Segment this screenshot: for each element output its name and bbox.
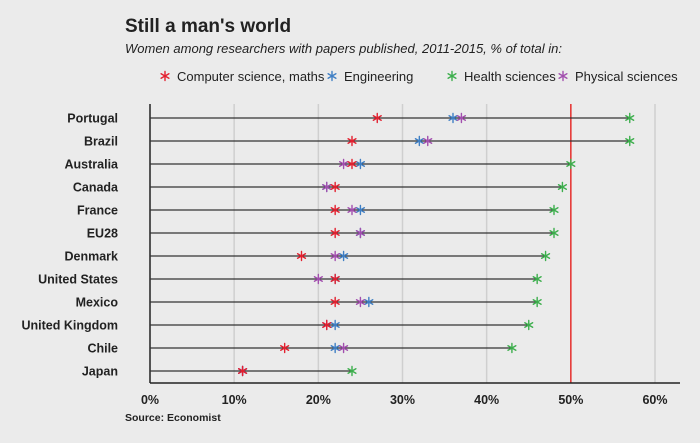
point-computer-science-maths	[322, 319, 332, 331]
country-label: United States	[38, 273, 118, 287]
point-computer-science-maths	[347, 135, 357, 147]
chart-title: Still a man's world	[125, 16, 291, 37]
row-eu28: EU28	[87, 227, 559, 241]
point-physical-sciences	[313, 273, 323, 285]
point-physical-sciences	[347, 204, 357, 216]
point-engineering	[330, 319, 340, 331]
x-tick-label: 30%	[390, 393, 415, 407]
point-physical-sciences	[355, 227, 366, 239]
legend-label: Physical sciences	[575, 69, 678, 84]
legend-marker-computer-science-maths	[160, 70, 170, 82]
point-health-sciences	[625, 135, 635, 147]
row-denmark: Denmark	[65, 250, 551, 264]
point-health-sciences	[532, 273, 542, 285]
point-health-sciences	[347, 365, 357, 377]
legend-label: Computer science, maths	[177, 69, 325, 84]
point-computer-science-maths	[330, 204, 340, 216]
row-united-states: United States	[38, 273, 542, 287]
point-computer-science-maths	[330, 181, 340, 193]
point-health-sciences	[532, 296, 542, 308]
point-engineering	[330, 342, 340, 354]
point-computer-science-maths	[296, 250, 307, 262]
row-chile: Chile	[87, 342, 517, 356]
point-health-sciences	[524, 319, 534, 331]
x-tick-label: 50%	[558, 393, 583, 407]
country-label: Canada	[73, 181, 119, 195]
country-label: United Kingdom	[21, 319, 118, 333]
point-engineering	[355, 204, 366, 216]
point-physical-sciences	[423, 135, 433, 147]
row-united-kingdom: United Kingdom	[21, 319, 534, 333]
country-label: Portugal	[67, 112, 118, 126]
point-computer-science-maths	[330, 296, 340, 308]
point-health-sciences	[566, 158, 576, 170]
row-canada: Canada	[73, 181, 568, 195]
legend-item-computer-science-maths: Computer science, maths	[160, 69, 325, 84]
row-france: France	[77, 204, 559, 218]
x-axis: 0% 10% 20% 30% 40% 50% 60%	[141, 382, 680, 407]
point-physical-sciences	[355, 296, 366, 308]
point-computer-science-maths	[330, 227, 340, 239]
x-tick-label: 0%	[141, 393, 159, 407]
plot-rows: Portugal Brazil Australia Canada France EU28 D…	[21, 112, 635, 379]
country-label: Australia	[65, 158, 120, 172]
legend-item-health-sciences: Health sciences	[447, 69, 556, 84]
legend-item-physical-sciences: Physical sciences	[558, 69, 678, 84]
point-engineering	[414, 135, 424, 147]
point-physical-sciences	[330, 250, 340, 262]
legend-marker-physical-sciences	[558, 70, 568, 82]
legend-label: Health sciences	[464, 69, 556, 84]
x-tick-label: 20%	[306, 393, 331, 407]
point-health-sciences	[549, 204, 559, 216]
x-tick-label: 40%	[474, 393, 499, 407]
x-tick-label: 10%	[222, 393, 247, 407]
row-portugal: Portugal	[67, 112, 635, 126]
row-japan: Japan	[82, 365, 357, 379]
country-label: Chile	[87, 342, 118, 356]
point-physical-sciences	[338, 158, 349, 170]
point-computer-science-maths	[330, 273, 340, 285]
legend-marker-engineering	[327, 70, 337, 82]
country-label: Japan	[82, 365, 118, 379]
point-health-sciences	[625, 112, 635, 124]
point-health-sciences	[557, 181, 568, 193]
country-label: Denmark	[65, 250, 119, 264]
point-physical-sciences	[338, 342, 349, 354]
legend-item-engineering: Engineering	[327, 69, 413, 84]
point-engineering	[338, 250, 349, 262]
point-health-sciences	[540, 250, 551, 262]
source-note: Source: Economist	[125, 412, 221, 424]
legend-label: Engineering	[344, 69, 413, 84]
country-label: France	[77, 204, 118, 218]
row-brazil: Brazil	[84, 135, 635, 149]
point-health-sciences	[507, 342, 517, 354]
point-computer-science-maths	[280, 342, 290, 354]
point-physical-sciences	[456, 112, 467, 124]
point-computer-science-maths	[237, 365, 248, 377]
point-engineering	[448, 112, 458, 124]
point-computer-science-maths	[372, 112, 382, 124]
row-mexico: Mexico	[76, 296, 542, 310]
legend: Computer science, maths Engineering Health…	[160, 69, 678, 84]
point-engineering	[364, 296, 374, 308]
country-label: Brazil	[84, 135, 118, 149]
point-engineering	[355, 158, 366, 170]
point-health-sciences	[549, 227, 559, 239]
country-label: Mexico	[76, 296, 119, 310]
row-australia: Australia	[65, 158, 576, 172]
gridlines	[149, 104, 656, 383]
chart-subtitle: Women among researchers with papers publ…	[125, 41, 562, 56]
country-label: EU28	[87, 227, 118, 241]
point-physical-sciences	[322, 181, 332, 193]
point-computer-science-maths	[347, 158, 357, 170]
legend-marker-health-sciences	[447, 70, 457, 82]
x-tick-label: 60%	[642, 393, 667, 407]
